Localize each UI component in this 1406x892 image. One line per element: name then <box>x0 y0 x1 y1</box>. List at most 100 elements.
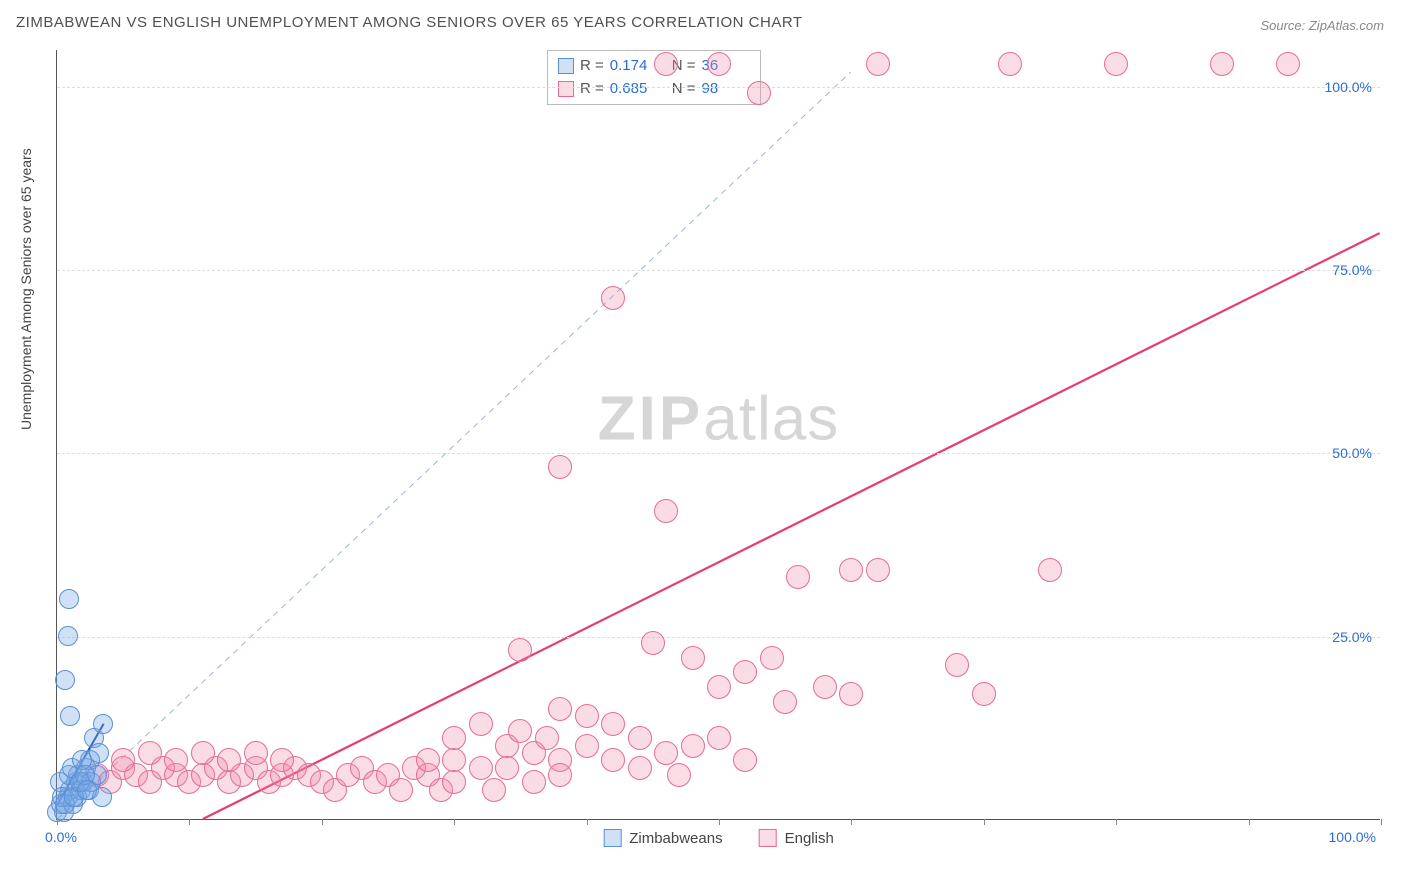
y-tick-label: 100.0% <box>1325 79 1372 95</box>
scatter-point-english <box>707 726 731 750</box>
scatter-point-english <box>601 712 625 736</box>
trendline-english <box>203 233 1380 819</box>
scatter-point-english <box>508 638 532 662</box>
scatter-point-english <box>1104 52 1128 76</box>
legend-swatch-zimbabweans <box>603 829 621 847</box>
watermark-bold: ZIP <box>598 385 703 454</box>
x-tick-mark <box>1381 819 1382 825</box>
legend-label-zimbabweans: Zimbabweans <box>629 830 722 847</box>
y-tick-label: 50.0% <box>1332 445 1372 461</box>
scatter-point-english <box>1038 558 1062 582</box>
x-tick-mark <box>322 819 323 825</box>
scatter-point-english <box>747 81 771 105</box>
scatter-point-english <box>601 286 625 310</box>
scatter-point-english <box>495 756 519 780</box>
scatter-point-english <box>442 770 466 794</box>
scatter-point-english <box>1276 52 1300 76</box>
trend-lines-layer <box>57 50 1380 819</box>
x-tick-mark <box>851 819 852 825</box>
scatter-point-english <box>1210 52 1234 76</box>
x-tick-mark <box>587 819 588 825</box>
gridline-h <box>57 270 1380 271</box>
scatter-point-english <box>839 558 863 582</box>
x-tick-mark <box>984 819 985 825</box>
scatter-point-english <box>469 756 493 780</box>
scatter-point-zimbabweans <box>89 743 109 763</box>
scatter-point-english <box>270 748 294 772</box>
scatter-point-english <box>482 778 506 802</box>
scatter-point-english <box>164 748 188 772</box>
watermark-light: atlas <box>703 385 839 454</box>
scatter-point-english <box>681 734 705 758</box>
scatter-point-english <box>508 719 532 743</box>
scatter-point-english <box>628 726 652 750</box>
watermark: ZIPatlas <box>598 384 839 455</box>
x-tick-mark <box>454 819 455 825</box>
scatter-point-english <box>442 748 466 772</box>
source-name: ZipAtlas.com <box>1309 18 1384 33</box>
scatter-point-english <box>773 690 797 714</box>
scatter-point-english <box>681 646 705 670</box>
scatter-point-english <box>945 653 969 677</box>
scatter-point-english <box>138 741 162 765</box>
x-axis-max-label: 100.0% <box>1329 829 1376 845</box>
scatter-point-english <box>654 741 678 765</box>
scatter-point-english <box>389 778 413 802</box>
legend-item-zimbabweans: Zimbabweans <box>603 829 722 847</box>
stats-row-english: R = 0.685 N = 98 <box>558 78 750 101</box>
x-tick-mark <box>1249 819 1250 825</box>
y-tick-label: 75.0% <box>1332 262 1372 278</box>
scatter-point-english <box>575 704 599 728</box>
scatter-point-english <box>442 726 466 750</box>
scatter-point-english <box>839 682 863 706</box>
scatter-point-english <box>601 748 625 772</box>
stats-swatch-zimbabweans <box>558 58 574 74</box>
gridline-h <box>57 87 1380 88</box>
legend-label-english: English <box>785 830 834 847</box>
stats-r-label: R = <box>580 78 604 101</box>
scatter-point-english <box>535 726 559 750</box>
scatter-point-english <box>654 52 678 76</box>
legend: Zimbabweans English <box>603 829 834 847</box>
x-axis-min-label: 0.0% <box>45 829 77 845</box>
source-attribution: Source: ZipAtlas.com <box>1260 18 1384 33</box>
scatter-point-english <box>111 748 135 772</box>
gridline-h <box>57 453 1380 454</box>
scatter-point-english <box>522 770 546 794</box>
plot-area: ZIPatlas R = 0.174 N = 36 R = 0.685 N = … <box>56 50 1380 820</box>
scatter-point-zimbabweans <box>55 670 75 690</box>
scatter-point-english <box>244 741 268 765</box>
scatter-point-zimbabweans <box>60 706 80 726</box>
scatter-point-english <box>866 52 890 76</box>
scatter-point-english <box>733 748 757 772</box>
scatter-point-english <box>548 697 572 721</box>
scatter-point-english <box>191 741 215 765</box>
stats-r-zimbabweans: 0.174 <box>610 55 658 78</box>
diagonal-guide-line <box>57 72 850 819</box>
legend-item-english: English <box>759 829 834 847</box>
scatter-point-zimbabweans <box>58 626 78 646</box>
y-axis-label: Unemployment Among Seniors over 65 years <box>18 148 34 430</box>
scatter-point-english <box>866 558 890 582</box>
scatter-point-english <box>760 646 784 670</box>
y-tick-label: 25.0% <box>1332 629 1372 645</box>
scatter-point-zimbabweans <box>59 589 79 609</box>
scatter-point-english <box>998 52 1022 76</box>
scatter-point-english <box>416 748 440 772</box>
scatter-point-english <box>733 660 757 684</box>
legend-swatch-english <box>759 829 777 847</box>
scatter-point-english <box>813 675 837 699</box>
x-tick-mark <box>189 819 190 825</box>
scatter-point-english <box>548 455 572 479</box>
source-prefix: Source: <box>1260 18 1308 33</box>
scatter-point-english <box>217 748 241 772</box>
scatter-point-english <box>469 712 493 736</box>
stats-r-label: R = <box>580 55 604 78</box>
scatter-point-english <box>667 763 691 787</box>
scatter-point-english <box>575 734 599 758</box>
scatter-point-zimbabweans <box>93 714 113 734</box>
scatter-point-english <box>972 682 996 706</box>
stats-n-label: N = <box>672 78 696 101</box>
stats-n-english: 98 <box>702 78 750 101</box>
scatter-point-english <box>786 565 810 589</box>
